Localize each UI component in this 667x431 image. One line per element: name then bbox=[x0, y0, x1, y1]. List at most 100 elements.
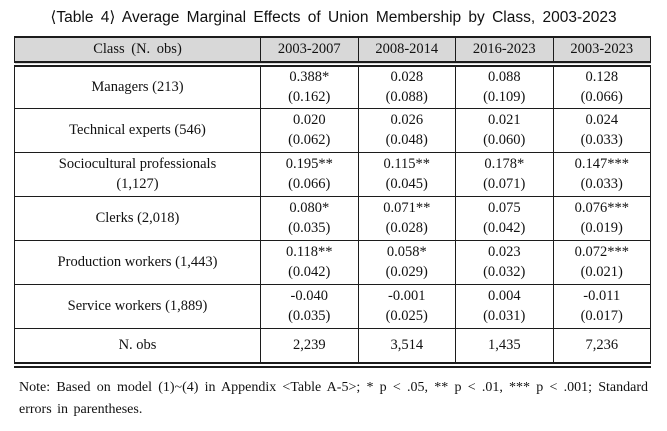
estimate: 0.195** bbox=[285, 156, 333, 172]
nobs-label: N. obs bbox=[14, 327, 261, 368]
col-header-2003-2023: 2003-2023 bbox=[552, 36, 651, 67]
nobs-value: 2,239 bbox=[260, 327, 359, 368]
cell: 0.058* (0.029) bbox=[357, 239, 456, 285]
cell: 0.080* (0.035) bbox=[260, 195, 359, 241]
ame-table: Class (N. obs) 2003-2007 2008-2014 2016-… bbox=[14, 36, 651, 368]
nobs-value: 1,435 bbox=[455, 327, 554, 368]
std-error: (0.109) bbox=[483, 89, 526, 106]
std-error: (0.029) bbox=[385, 264, 428, 280]
cell: 0.128 (0.066) bbox=[552, 63, 651, 109]
estimate: 0.058* bbox=[386, 244, 427, 260]
cell: 0.021 (0.060) bbox=[455, 107, 554, 153]
std-error: (0.045) bbox=[385, 176, 428, 192]
nobs-value: 3,514 bbox=[357, 327, 456, 368]
estimate: 0.021 bbox=[487, 112, 521, 128]
std-error: (0.031) bbox=[483, 308, 526, 324]
cell: 0.028 (0.088) bbox=[357, 63, 456, 109]
std-error: (0.025) bbox=[385, 308, 428, 324]
estimate: 0.080* bbox=[289, 200, 330, 216]
estimate: -0.040 bbox=[290, 288, 328, 304]
estimate: 0.004 bbox=[487, 288, 521, 304]
cell: 0.178* (0.071) bbox=[455, 151, 554, 197]
std-error: (0.162) bbox=[288, 89, 331, 106]
std-error: (0.066) bbox=[580, 89, 623, 106]
table-row-technical-experts: Technical experts (546) 0.020 (0.062) 0.0… bbox=[14, 107, 651, 153]
nobs-value: 7,236 bbox=[552, 327, 651, 368]
estimate: 0.026 bbox=[390, 112, 424, 128]
class-label: Clerks (2,018) bbox=[95, 210, 180, 226]
std-error: (0.035) bbox=[288, 220, 331, 236]
cell: -0.001 (0.025) bbox=[357, 283, 456, 329]
std-error: (0.071) bbox=[483, 176, 526, 192]
cell: 0.147*** (0.033) bbox=[552, 151, 651, 197]
estimate: 0.076*** bbox=[574, 200, 629, 216]
estimate: 0.088 bbox=[487, 69, 521, 86]
row-label: Service workers (1,889) bbox=[14, 283, 261, 329]
std-error: (0.048) bbox=[385, 132, 428, 148]
std-error: (0.017) bbox=[580, 308, 623, 324]
class-label: Production workers (1,443) bbox=[57, 254, 218, 270]
row-label: Managers (213) bbox=[14, 63, 261, 109]
std-error: (0.042) bbox=[288, 264, 331, 280]
row-label: Technical experts (546) bbox=[14, 107, 261, 153]
cell: 0.195** (0.066) bbox=[260, 151, 359, 197]
class-sublabel: (1,127) bbox=[116, 176, 159, 192]
std-error: (0.019) bbox=[580, 220, 623, 236]
cell: 0.023 (0.032) bbox=[455, 239, 554, 285]
estimate: 0.024 bbox=[585, 112, 619, 128]
class-label: Sociocultural professionals bbox=[58, 156, 217, 172]
std-error: (0.088) bbox=[385, 89, 428, 106]
cell: 0.071** (0.028) bbox=[357, 195, 456, 241]
cell: 0.075 (0.042) bbox=[455, 195, 554, 241]
estimate: -0.001 bbox=[388, 288, 426, 304]
std-error: (0.035) bbox=[288, 308, 331, 324]
header-row: Class (N. obs) 2003-2007 2008-2014 2016-… bbox=[14, 36, 651, 67]
table-row-nobs: N. obs 2,239 3,514 1,435 7,236 bbox=[14, 327, 651, 368]
cell: 0.026 (0.048) bbox=[357, 107, 456, 153]
std-error: (0.062) bbox=[288, 132, 331, 148]
estimate: 0.028 bbox=[390, 69, 424, 86]
class-label: Technical experts (546) bbox=[69, 122, 206, 138]
estimate: 0.071** bbox=[383, 200, 431, 216]
std-error: (0.021) bbox=[580, 264, 623, 280]
class-label: Managers (213) bbox=[91, 79, 184, 96]
table-title: ⟨Table 4⟩ Average Marginal Effects of Un… bbox=[50, 9, 617, 26]
std-error: (0.032) bbox=[483, 264, 526, 280]
col-header-2008-2014: 2008-2014 bbox=[357, 36, 456, 67]
row-label: Clerks (2,018) bbox=[14, 195, 261, 241]
estimate: 0.075 bbox=[487, 200, 521, 216]
cell: 0.004 (0.031) bbox=[455, 283, 554, 329]
table-note: Note: Based on model (1)~(4) in Appendix… bbox=[19, 380, 648, 417]
std-error: (0.033) bbox=[580, 176, 623, 192]
col-header-2003-2007: 2003-2007 bbox=[260, 36, 359, 67]
cell: 0.020 (0.062) bbox=[260, 107, 359, 153]
cell: 0.115** (0.045) bbox=[357, 151, 456, 197]
col-header-class: Class (N. obs) bbox=[14, 36, 261, 67]
estimate: 0.178* bbox=[484, 156, 525, 172]
estimate: -0.011 bbox=[583, 288, 621, 304]
estimate: 0.072*** bbox=[574, 244, 629, 260]
row-label: Production workers (1,443) bbox=[14, 239, 261, 285]
estimate: 0.128 bbox=[585, 69, 619, 86]
std-error: (0.033) bbox=[580, 132, 623, 148]
estimate: 0.118** bbox=[285, 244, 333, 260]
row-label: Sociocultural professionals (1,127) bbox=[14, 151, 261, 197]
estimate: 0.020 bbox=[292, 112, 326, 128]
std-error: (0.066) bbox=[288, 176, 331, 192]
std-error: (0.028) bbox=[385, 220, 428, 236]
class-label: Service workers (1,889) bbox=[67, 298, 208, 314]
table-row-clerks: Clerks (2,018) 0.080* (0.035) 0.071** (0.0… bbox=[14, 195, 651, 241]
std-error: (0.042) bbox=[483, 220, 526, 236]
table-row-service-workers: Service workers (1,889) -0.040 (0.035) -0… bbox=[14, 283, 651, 329]
col-header-2016-2023: 2016-2023 bbox=[455, 36, 554, 67]
estimate: 0.115** bbox=[383, 156, 431, 172]
cell: 0.076*** (0.019) bbox=[552, 195, 651, 241]
cell: 0.024 (0.033) bbox=[552, 107, 651, 153]
table-row-sociocultural-professionals: Sociocultural professionals (1,127) 0.19… bbox=[14, 151, 651, 197]
cell: 0.118** (0.042) bbox=[260, 239, 359, 285]
table-row-managers: Managers (213) 0.388* (0.162) 0.028 (0.088… bbox=[14, 63, 651, 109]
std-error: (0.060) bbox=[483, 132, 526, 148]
cell: 0.388* (0.162) bbox=[260, 63, 359, 109]
cell: 0.088 (0.109) bbox=[455, 63, 554, 109]
cell: 0.072*** (0.021) bbox=[552, 239, 651, 285]
